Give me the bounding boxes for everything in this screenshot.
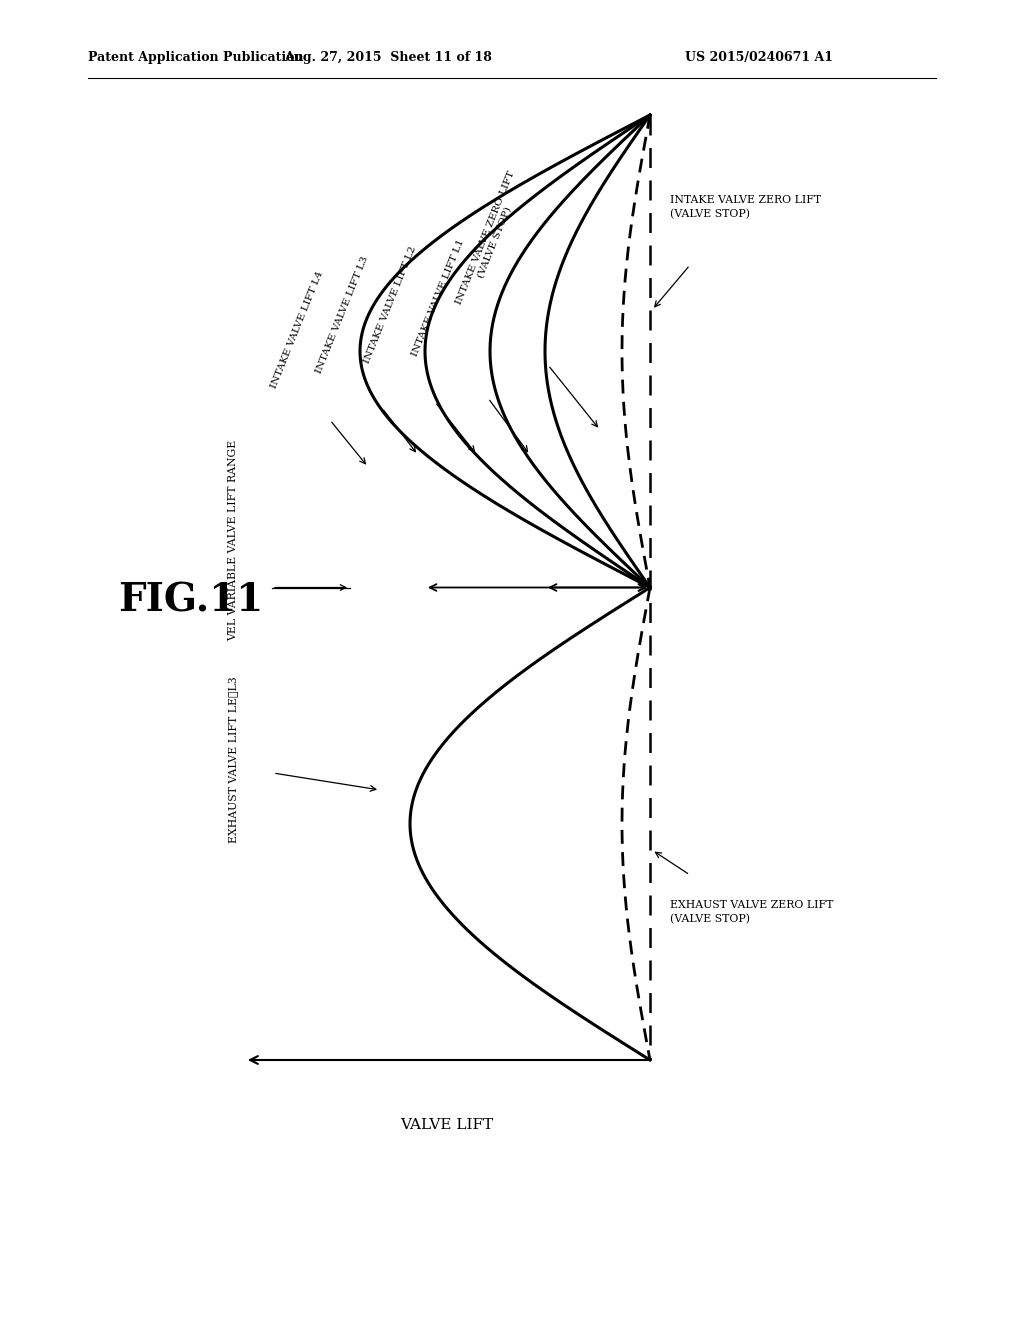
Text: Aug. 27, 2015  Sheet 11 of 18: Aug. 27, 2015 Sheet 11 of 18: [284, 51, 492, 65]
Text: INTAKE VALVE LIFT L1: INTAKE VALVE LIFT L1: [411, 238, 466, 358]
Text: US 2015/0240671 A1: US 2015/0240671 A1: [685, 51, 833, 65]
Text: INTAKE VALVE ZERO LIFT
(VALVE STOP): INTAKE VALVE ZERO LIFT (VALVE STOP): [670, 195, 821, 219]
Text: Patent Application Publication: Patent Application Publication: [88, 51, 303, 65]
Text: INTAKE VALVE ZERO LIFT
(VALVE STOP): INTAKE VALVE ZERO LIFT (VALVE STOP): [455, 170, 526, 310]
Text: INTAKE VALVE LIFT L2: INTAKE VALVE LIFT L2: [362, 246, 418, 366]
Text: INTAKE VALVE LIFT L4: INTAKE VALVE LIFT L4: [269, 271, 325, 389]
Text: EXHAUST VALVE ZERO LIFT
(VALVE STOP): EXHAUST VALVE ZERO LIFT (VALVE STOP): [670, 900, 834, 924]
Text: FIG.11: FIG.11: [118, 581, 263, 619]
Text: VALVE LIFT: VALVE LIFT: [400, 1118, 494, 1133]
Text: VEL VARIABLE VALVE LIFT RANGE: VEL VARIABLE VALVE LIFT RANGE: [228, 440, 238, 640]
Text: EXHAUST VALVE LIFT LE≧L3: EXHAUST VALVE LIFT LE≧L3: [228, 677, 238, 843]
Text: INTAKE VALVE LIFT L3: INTAKE VALVE LIFT L3: [314, 255, 370, 375]
